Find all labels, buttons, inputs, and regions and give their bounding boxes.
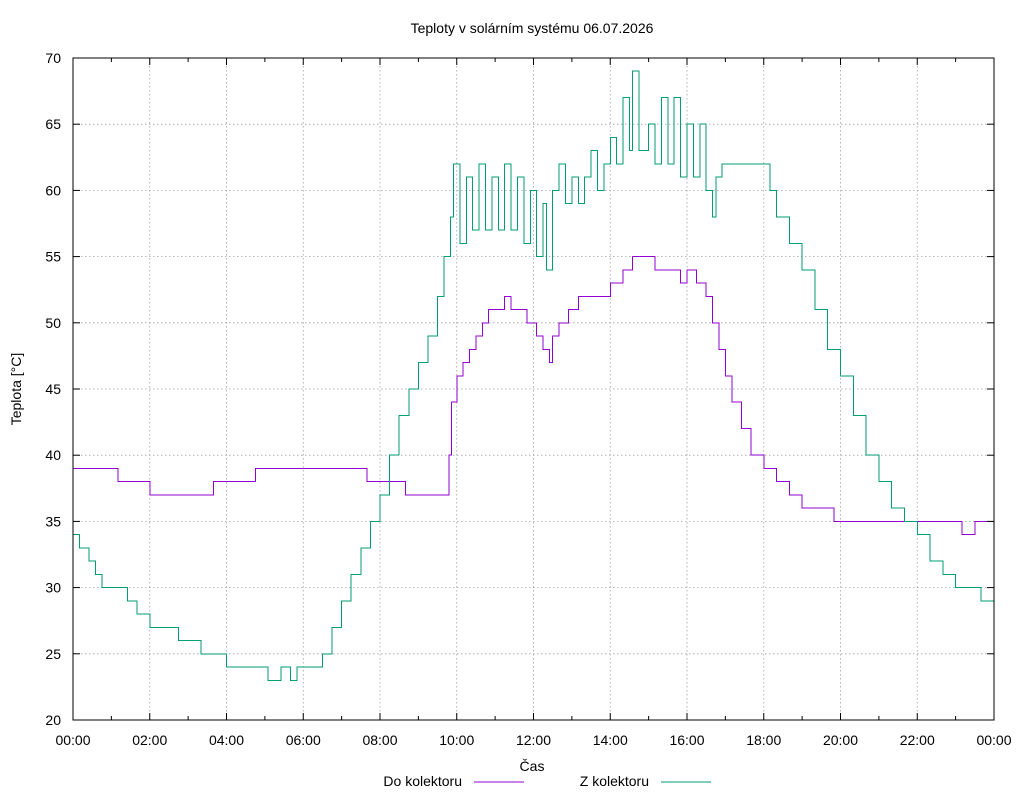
- y-tick-label: 70: [45, 50, 61, 66]
- x-tick-label: 00:00: [976, 732, 1011, 748]
- y-axis-label: Teplota [°C]: [8, 353, 24, 426]
- legend-label-z-kolektoru: Z kolektoru: [580, 773, 649, 789]
- y-tick-label: 50: [45, 315, 61, 331]
- y-tick-label: 60: [45, 182, 61, 198]
- x-tick-label: 04:00: [209, 732, 244, 748]
- legend-label-do-kolektoru: Do kolektoru: [383, 773, 462, 789]
- y-tick-label: 45: [45, 381, 61, 397]
- legend: Do kolektoru Z kolektoru: [383, 773, 711, 789]
- x-tick-label: 12:00: [516, 732, 551, 748]
- x-axis-label: Čas: [520, 758, 545, 774]
- y-tick-label: 30: [45, 580, 61, 596]
- x-tick-label: 00:00: [55, 732, 90, 748]
- y-tick-label: 55: [45, 249, 61, 265]
- series-line-do-kolektoru: [73, 256, 994, 536]
- x-tick-labels: 00:00 02:00 04:00 06:00 08:00 10:00 12:00 14:00…: [55, 732, 1011, 748]
- y-tick-label: 20: [45, 712, 61, 728]
- chart-title: Teploty v solárním systému 06.07.2026: [411, 20, 654, 36]
- y-tick-label: 65: [45, 116, 61, 132]
- x-tick-label: 20:00: [823, 732, 858, 748]
- grid-lines: [73, 58, 994, 720]
- x-tick-label: 14:00: [593, 732, 628, 748]
- series-line-z-kolektoru: [73, 70, 995, 681]
- axis-ticks: [72, 57, 995, 721]
- x-tick-label: 10:00: [439, 732, 474, 748]
- x-tick-label: 18:00: [746, 732, 781, 748]
- x-tick-label: 02:00: [132, 732, 167, 748]
- y-tick-label: 25: [45, 646, 61, 662]
- x-tick-label: 22:00: [900, 732, 935, 748]
- y-tick-label: 40: [45, 447, 61, 463]
- series-lines: [73, 70, 995, 681]
- x-tick-label: 06:00: [286, 732, 321, 748]
- x-tick-label: 16:00: [669, 732, 704, 748]
- x-tick-label: 08:00: [362, 732, 397, 748]
- y-tick-label: 35: [45, 513, 61, 529]
- y-tick-labels: 20 25 30 35 40 45 50 55 60 65 70: [45, 50, 61, 728]
